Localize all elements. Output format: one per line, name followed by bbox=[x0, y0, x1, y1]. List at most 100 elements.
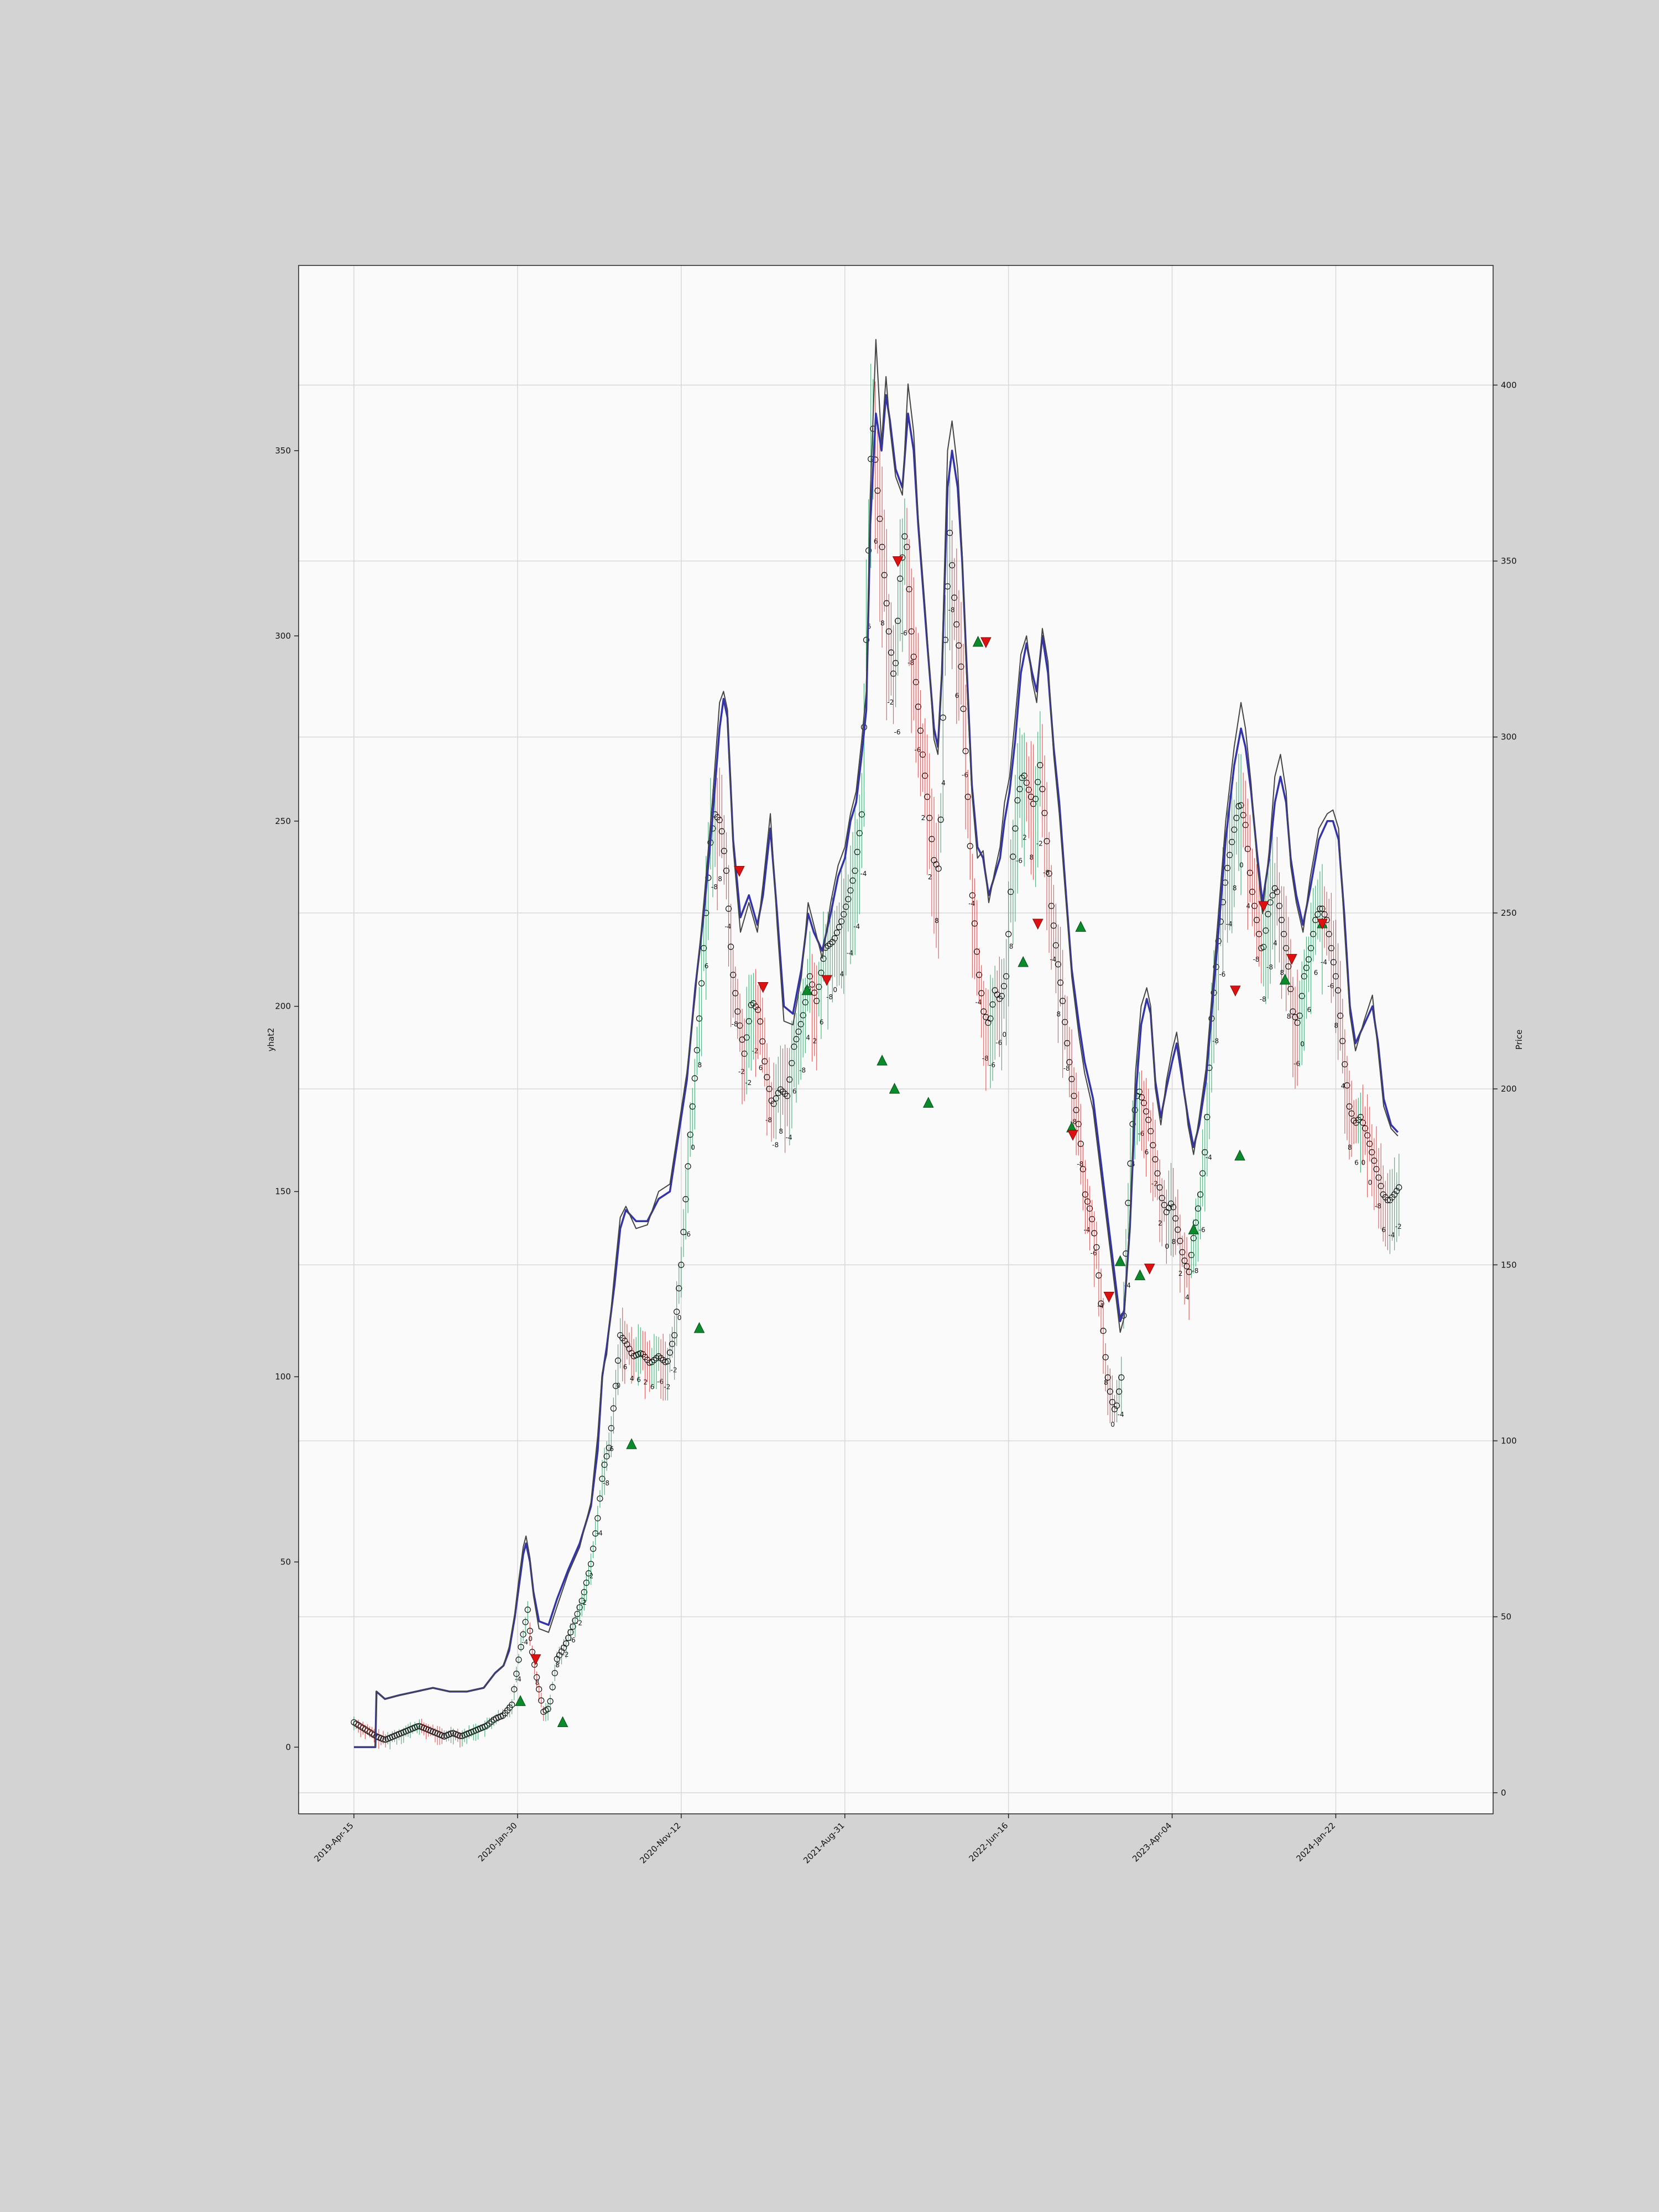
price-annotation: -6 bbox=[1219, 971, 1225, 978]
price-point-marker bbox=[901, 533, 908, 540]
price-point-marker bbox=[777, 1086, 784, 1093]
price-point-marker bbox=[1066, 1059, 1073, 1066]
price-point-marker bbox=[622, 1338, 628, 1344]
price-point-marker bbox=[1075, 1121, 1082, 1128]
price-point-marker bbox=[1177, 1238, 1183, 1244]
price-point-marker bbox=[1138, 1094, 1145, 1100]
sell-signal-marker bbox=[1032, 919, 1044, 930]
price-point-marker bbox=[1350, 1117, 1357, 1124]
price-point-marker bbox=[971, 920, 978, 927]
price-point-marker bbox=[1249, 889, 1256, 895]
price-point-marker bbox=[1337, 1013, 1344, 1019]
price-annotation: 8 bbox=[779, 1128, 783, 1135]
price-point-marker bbox=[895, 618, 901, 624]
price-point-marker bbox=[1073, 1107, 1079, 1113]
price-annotation: -4 bbox=[1206, 1154, 1212, 1161]
price-point-marker bbox=[1186, 1269, 1192, 1275]
price-point-marker bbox=[1233, 815, 1240, 821]
price-point-marker bbox=[1016, 786, 1023, 792]
price-point-marker bbox=[1041, 810, 1048, 816]
price-point-marker bbox=[1330, 959, 1337, 966]
price-point-marker bbox=[872, 456, 879, 463]
left-y-tick-label: 300 bbox=[275, 631, 291, 641]
price-point-marker bbox=[674, 1308, 680, 1315]
price-annotation: -4 bbox=[596, 1530, 603, 1537]
price-point-marker bbox=[750, 1000, 757, 1007]
price-annotation: -2 bbox=[1395, 1223, 1402, 1230]
price-point-marker bbox=[526, 1627, 533, 1634]
price-annotation: 2 bbox=[813, 1037, 817, 1045]
price-point-marker bbox=[1140, 1099, 1147, 1107]
price-point-marker bbox=[745, 1018, 752, 1025]
price-point-marker bbox=[592, 1530, 599, 1537]
price-annotation: -2 bbox=[671, 1366, 677, 1374]
price-point-marker bbox=[538, 1697, 545, 1704]
price-point-marker bbox=[488, 1718, 495, 1725]
price-point-marker bbox=[1159, 1194, 1165, 1201]
price-point-marker bbox=[1068, 1076, 1075, 1082]
price-annotation: -8 bbox=[732, 1020, 738, 1028]
price-point-marker bbox=[879, 544, 885, 550]
price-point-marker bbox=[743, 1034, 750, 1041]
price-point-marker bbox=[1319, 905, 1326, 912]
price-annotation: 4 bbox=[840, 970, 844, 978]
price-point-marker bbox=[574, 1610, 581, 1618]
price-point-marker bbox=[718, 828, 725, 834]
price-point-marker bbox=[781, 1091, 789, 1097]
price-annotation: -8 bbox=[1063, 1065, 1070, 1072]
price-point-marker bbox=[1305, 956, 1312, 963]
price-point-marker bbox=[1077, 1140, 1084, 1147]
price-annotation: 0 bbox=[1368, 1178, 1373, 1186]
price-annotation: 6 bbox=[1314, 969, 1318, 977]
price-point-marker bbox=[551, 1670, 558, 1677]
price-point-marker bbox=[962, 748, 969, 754]
price-annotation: 2 bbox=[582, 1599, 587, 1606]
price-point-marker bbox=[759, 1038, 766, 1045]
price-point-marker bbox=[924, 794, 931, 800]
price-point-marker bbox=[1373, 1166, 1380, 1172]
price-point-marker bbox=[1192, 1219, 1199, 1226]
sell-signal-marker bbox=[734, 866, 745, 877]
price-annotation: 2 bbox=[644, 1379, 648, 1386]
price-point-marker bbox=[1005, 931, 1012, 937]
price-annotation: -4 bbox=[860, 870, 867, 878]
price-point-marker bbox=[583, 1579, 590, 1586]
price-point-marker bbox=[1183, 1263, 1190, 1270]
price-point-marker bbox=[1296, 1013, 1303, 1019]
price-point-marker bbox=[515, 1656, 522, 1663]
price-point-marker bbox=[847, 887, 854, 894]
price-point-marker bbox=[816, 983, 822, 990]
price-point-marker bbox=[1391, 1191, 1398, 1198]
price-point-marker bbox=[1271, 885, 1278, 891]
price-annotation: -4 bbox=[1118, 1411, 1124, 1418]
signal-markers-layer bbox=[515, 556, 1328, 1728]
price-annotation: 6 bbox=[792, 1088, 797, 1095]
price-annotation: -4 bbox=[1321, 958, 1327, 966]
price-point-marker bbox=[1046, 870, 1052, 877]
price-point-marker bbox=[1012, 825, 1019, 832]
price-point-marker bbox=[1039, 786, 1046, 792]
price-point-marker bbox=[1238, 802, 1244, 808]
price-point-marker bbox=[576, 1604, 583, 1611]
price-point-marker bbox=[1082, 1191, 1089, 1198]
price-annotation: -8 bbox=[907, 659, 914, 667]
price-point-marker bbox=[682, 1196, 689, 1203]
price-point-marker bbox=[666, 1349, 674, 1356]
price-annotation: 8 bbox=[935, 917, 939, 925]
right-y-tick-label: 100 bbox=[1501, 1436, 1517, 1446]
price-point-marker bbox=[1274, 889, 1280, 895]
price-point-marker bbox=[1346, 1103, 1353, 1110]
price-point-marker bbox=[813, 998, 820, 1004]
price-annotation: -2 bbox=[664, 1383, 670, 1391]
price-annotation: 6 bbox=[705, 962, 709, 970]
price-point-marker bbox=[926, 815, 933, 821]
price-point-marker bbox=[689, 1103, 696, 1110]
price-point-marker bbox=[1008, 889, 1014, 895]
price-annotation: 8 bbox=[555, 1661, 560, 1669]
price-point-marker bbox=[1023, 779, 1030, 786]
price-point-marker bbox=[658, 1355, 664, 1361]
price-point-marker bbox=[585, 1570, 592, 1577]
buy-signal-marker bbox=[557, 1716, 568, 1728]
price-annotation: 8 bbox=[718, 875, 722, 883]
price-point-marker bbox=[1361, 1125, 1369, 1131]
